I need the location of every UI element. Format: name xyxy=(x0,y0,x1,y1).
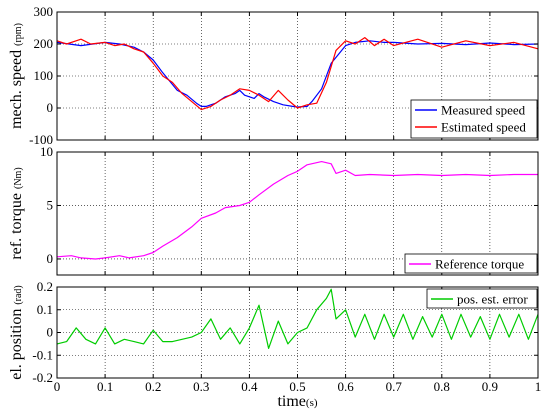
legend-label: Measured speed xyxy=(441,103,526,118)
x-tick-label: 0.1 xyxy=(97,379,113,394)
y-tick-label: 0.1 xyxy=(37,302,53,317)
y-tick-label: -0.1 xyxy=(32,347,53,362)
legend-label: pos. est. error xyxy=(457,292,528,307)
y-axis-label: ref. torque (Nm) xyxy=(8,167,25,259)
y-axis-label: el. position (rad) xyxy=(8,285,25,380)
y-tick-label: 0 xyxy=(47,251,54,266)
speed-panel: -100 0 100 200 300 mech. speed (rpm) Measured … xyxy=(8,4,539,147)
x-tick-label: 1 xyxy=(535,379,542,394)
y-tick-label: -100 xyxy=(29,132,53,147)
y-tick-label: 10 xyxy=(40,144,53,159)
legend: pos. est. error xyxy=(426,288,538,309)
x-tick-label: 0 xyxy=(54,379,61,394)
y-tick-label: 300 xyxy=(34,4,54,19)
legend-label: Reference torque xyxy=(435,257,524,272)
legend-box xyxy=(404,253,538,274)
legend: Reference torque xyxy=(404,253,538,274)
legend-box xyxy=(426,288,538,309)
y-tick-label: 5 xyxy=(47,197,54,212)
y-tick-label: 200 xyxy=(34,36,54,51)
x-tick-label: 0.7 xyxy=(386,379,403,394)
legend-box xyxy=(410,99,538,139)
x-tick-label: 0.3 xyxy=(193,379,209,394)
y-tick-label: 0.2 xyxy=(37,279,53,294)
position-error-panel: -0.2 -0.1 0 0.1 0.2 0 0.1 0.2 0.3 0.4 0.5 0.6 0.7 0.8… xyxy=(8,279,541,410)
y-axis-unit: (rpm) xyxy=(13,23,24,46)
x-axis-label: time(s) xyxy=(277,393,317,410)
torque-panel: 0 5 10 ref. torque (Nm) Reference torque xyxy=(8,144,539,276)
legend-label: Estimated speed xyxy=(441,120,526,135)
series-line-2 xyxy=(56,36,539,111)
x-tick-label: 0.2 xyxy=(145,379,161,394)
series-line-1 xyxy=(56,288,539,349)
y-tick-label: 0 xyxy=(47,100,54,115)
y-axis-unit: (rad) xyxy=(13,285,24,304)
y-tick-label: 0 xyxy=(47,325,54,340)
series-line-1 xyxy=(56,161,538,260)
y-axis-label: mech. speed (rpm) xyxy=(8,23,25,129)
x-tick-label: 0.4 xyxy=(241,379,258,394)
y-tick-label: 100 xyxy=(34,68,54,83)
x-tick-label: 0.5 xyxy=(289,379,305,394)
x-tick-label: 0.6 xyxy=(337,379,354,394)
x-tick-label: 0.9 xyxy=(482,379,498,394)
x-axis-unit: (s) xyxy=(306,397,318,409)
x-tick-label: 0.8 xyxy=(434,379,450,394)
y-tick-label: -0.2 xyxy=(32,370,53,385)
legend: Measured speed Estimated speed xyxy=(410,99,538,139)
y-axis-unit: (Nm) xyxy=(13,167,24,189)
